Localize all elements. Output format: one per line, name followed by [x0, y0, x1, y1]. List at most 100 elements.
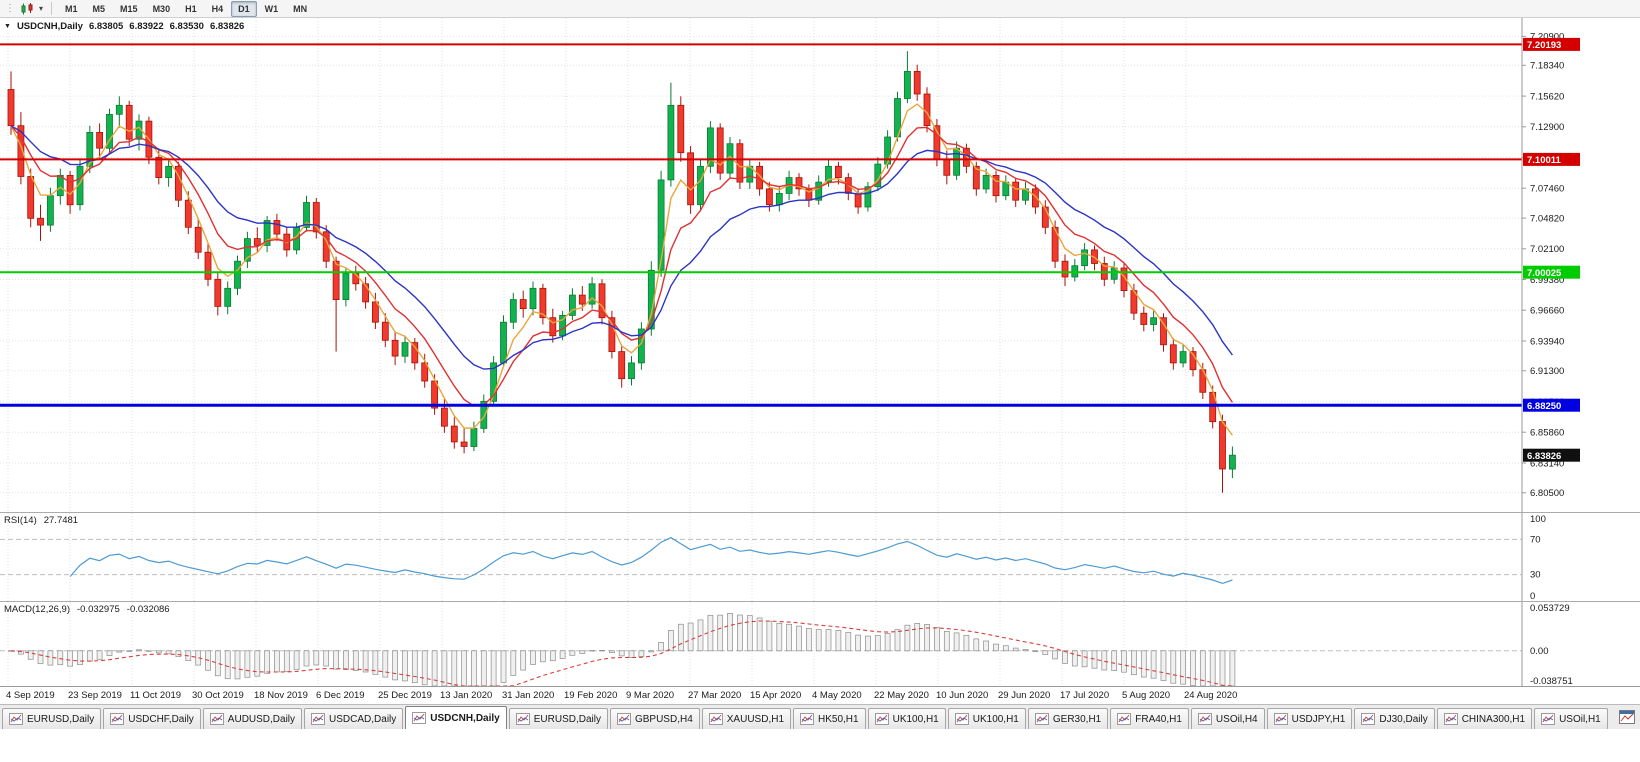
mini-chart-icon: [209, 713, 224, 725]
time-label: 22 May 2020: [874, 690, 929, 701]
time-label: 27 Mar 2020: [688, 690, 742, 701]
chart-tab-usdcnh-daily[interactable]: USDCNH,Daily: [405, 706, 507, 729]
chart-tab-uk100-h1[interactable]: UK100,H1: [947, 708, 1026, 729]
price-chart-canvas[interactable]: 7.209007.183407.156207.129007.101807.074…: [0, 18, 1640, 512]
svg-text:7.15620: 7.15620: [1530, 91, 1564, 102]
mini-chart-icon: [515, 713, 530, 725]
tab-label: USDCAD,Daily: [329, 713, 397, 725]
chart-tab-hk50-h1[interactable]: HK50,H1: [793, 708, 866, 729]
timeframe-button-m5[interactable]: M5: [92, 3, 106, 14]
slow-ma-line: [10, 125, 1233, 370]
mini-chart-icon: [1034, 713, 1049, 725]
chart-tab-china300-h1[interactable]: CHINA300,H1: [1436, 708, 1533, 729]
rsi-canvas[interactable]: 100 70 30 0: [0, 513, 1640, 601]
timeframe-button-group: M1 M5 M15 M30 H1 H4 D1 W1 MN: [58, 0, 314, 17]
mini-chart-icon: [874, 713, 889, 725]
mini-chart-icon: [1443, 713, 1458, 725]
chart-rsi-splitter[interactable]: [0, 512, 1640, 513]
mini-chart-icon: [708, 713, 723, 725]
chart-tab-usoil-h1[interactable]: USOil,H1: [1534, 708, 1608, 729]
mini-chart-icon: [1273, 713, 1288, 725]
level-price-tag-6.88250: [1523, 398, 1580, 412]
rsi-macd-splitter[interactable]: [0, 601, 1640, 602]
trading-terminal-window: ⋮ ▾ M1 M5 M15 M30 H1 H4 D1 W1 MN 7.20900 7.18340 7…: [0, 0, 1640, 729]
timeframe-button-h4[interactable]: H4: [211, 3, 224, 14]
mini-chart-icon: [110, 713, 125, 725]
time-label: 30 Oct 2019: [192, 690, 244, 701]
tab-label: USDCHF,Daily: [128, 713, 194, 725]
svg-text:0: 0: [1530, 591, 1535, 601]
time-label: 31 Jan 2020: [502, 690, 555, 701]
svg-text:6.96660: 6.96660: [1530, 306, 1564, 317]
tab-label: USDJPY,H1: [1291, 713, 1346, 725]
macd-signal-line: [10, 620, 1233, 686]
mid-ma-line: [10, 125, 1233, 407]
collapse-chart-icon[interactable]: ▼: [4, 23, 11, 30]
timeframe-button-d1[interactable]: D1: [231, 0, 257, 17]
time-label: 17 Jul 2020: [1060, 690, 1110, 701]
time-label: 5 Aug 2020: [1122, 690, 1171, 701]
svg-text:7.00025: 7.00025: [1527, 268, 1562, 279]
time-label: 24 Aug 2020: [1184, 690, 1238, 701]
tab-label: DJ30,Daily: [1379, 713, 1428, 725]
rsi-indicator-panel: 100 70 30 0 RSI(14) 27.7481: [0, 513, 1640, 601]
chart-tab-fra40-h1[interactable]: FRA40,H1: [1110, 708, 1189, 729]
timeframe-button-mn[interactable]: MN: [293, 3, 308, 14]
chart-tab-usoil-h4[interactable]: USOil,H4: [1190, 708, 1265, 729]
svg-text:0.053729: 0.053729: [1530, 603, 1570, 614]
current-price-tag: [1523, 448, 1580, 462]
time-label: 25 Dec 2019: [378, 690, 432, 701]
mini-chart-icon: [1361, 713, 1376, 725]
chart-tab-eurusd-daily[interactable]: EURUSD,Daily: [508, 708, 608, 729]
chart-tab-uk100-h1[interactable]: UK100,H1: [867, 708, 946, 729]
time-label: 18 Nov 2019: [254, 690, 308, 701]
chart-type-dropdown-icon[interactable]: ▾: [39, 4, 44, 13]
svg-text:6.88250: 6.88250: [1527, 401, 1561, 412]
chart-tab-usdchf-daily[interactable]: USDCHF,Daily: [103, 708, 201, 729]
tab-label: EURUSD,Daily: [533, 713, 601, 725]
timeframe-button-w1[interactable]: W1: [264, 3, 279, 14]
chart-tab-eurusd-daily[interactable]: EURUSD,Daily: [2, 708, 102, 729]
chart-tab-ger30-h1[interactable]: GER30,H1: [1027, 708, 1109, 729]
timeframe-button-m1[interactable]: M1: [65, 3, 78, 14]
svg-text:7.12900: 7.12900: [1530, 122, 1564, 133]
fast-ma-line: [10, 103, 1233, 436]
svg-text:100: 100: [1530, 514, 1546, 525]
svg-text:7.20900: 7.20900: [1530, 32, 1564, 43]
mini-chart-icon: [1117, 713, 1132, 725]
level-price-tag-7.20193: [1523, 37, 1580, 51]
window-tile-icon[interactable]: [1619, 710, 1635, 724]
chart-tab-dj30-daily[interactable]: DJ30,Daily: [1354, 708, 1435, 729]
timeframe-button-m15[interactable]: M15: [120, 3, 138, 14]
tab-label: USOil,H4: [1215, 713, 1258, 725]
time-axis[interactable]: 4 Sep 2019 23 Sep 2019 11 Oct 2019 30 Oct 2…: [0, 686, 1640, 704]
tab-label: USDCNH,Daily: [430, 712, 500, 724]
chart-tabs: EURUSD,Daily USDCHF,Daily AUDUSD,Daily USDC…: [2, 706, 1608, 729]
time-label: 9 Mar 2020: [626, 690, 675, 701]
time-label: 19 Feb 2020: [564, 690, 618, 701]
chart-tab-usdjpy-h1[interactable]: USDJPY,H1: [1266, 708, 1353, 729]
tab-label: FRA40,H1: [1135, 713, 1182, 725]
chart-tab-usdcad-daily[interactable]: USDCAD,Daily: [304, 708, 404, 729]
macd-canvas[interactable]: 0.053729 0.00 -0.038751: [0, 602, 1640, 686]
tab-label: EURUSD,Daily: [27, 713, 95, 725]
mini-chart-icon: [1197, 713, 1212, 725]
svg-text:7.20193: 7.20193: [1527, 40, 1561, 51]
time-label: 13 Jan 2020: [440, 690, 493, 701]
svg-text:7.02100: 7.02100: [1530, 244, 1564, 255]
mini-chart-icon: [412, 712, 427, 724]
chart-tab-gbpusd-h4[interactable]: GBPUSD,H4: [609, 708, 700, 729]
time-label: 15 Apr 2020: [750, 690, 802, 701]
tab-label: AUDUSD,Daily: [227, 713, 296, 725]
chart-tab-audusd-daily[interactable]: AUDUSD,Daily: [202, 708, 303, 729]
toolbar-drag-handle[interactable]: ⋮: [5, 2, 15, 14]
chart-tab-xauusd-h1[interactable]: XAUUSD,H1: [701, 708, 792, 729]
time-label: 6 Dec 2019: [316, 690, 365, 701]
timeframe-button-h1[interactable]: H1: [185, 3, 197, 14]
mini-chart-icon: [311, 713, 326, 725]
time-label: 11 Oct 2019: [130, 690, 182, 701]
time-label: 10 Jun 2020: [936, 690, 989, 701]
toolbar-separator: [51, 2, 53, 15]
chart-type-icon[interactable]: [20, 2, 36, 16]
timeframe-button-m30[interactable]: M30: [152, 3, 171, 14]
